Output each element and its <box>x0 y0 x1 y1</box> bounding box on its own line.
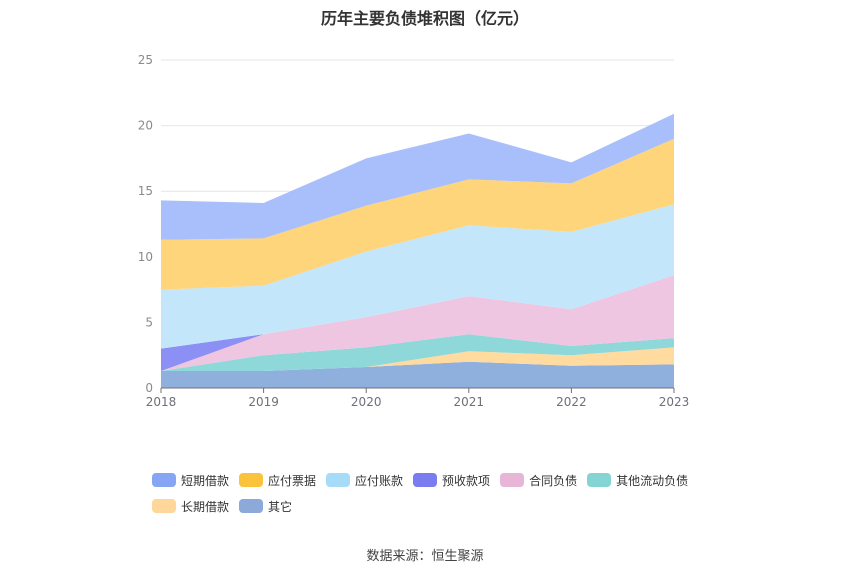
legend-item[interactable]: 长期借款 <box>152 498 229 514</box>
legend-swatch <box>239 499 264 513</box>
legend-item[interactable]: 应付账款 <box>326 472 403 488</box>
x-tick-label: 2020 <box>351 395 382 409</box>
legend: 短期借款 应付票据 应付账款 预收款项 合同负债 其他流动负债长期借款 其它 <box>152 472 712 524</box>
legend-label: 应付账款 <box>355 473 404 488</box>
legend-item[interactable]: 预收款项 <box>413 472 490 488</box>
y-tick-label: 25 <box>138 53 153 67</box>
x-tick-label: 2019 <box>248 395 279 409</box>
legend-item[interactable]: 其它 <box>239 498 292 514</box>
data-source: 数据来源：恒生聚源 <box>366 549 484 564</box>
legend-swatch <box>152 499 176 513</box>
legend-item[interactable]: 短期借款 <box>152 472 229 488</box>
legend-swatch <box>326 473 351 487</box>
legend-swatch <box>152 473 176 487</box>
x-tick-label: 2021 <box>454 395 485 409</box>
x-tick-label: 2018 <box>146 395 177 409</box>
area-短期借款[interactable] <box>161 113 674 240</box>
legend-label: 短期借款 <box>181 473 230 488</box>
y-tick-label: 5 <box>145 315 153 329</box>
legend-label: 其它 <box>268 499 293 514</box>
legend-item[interactable]: 合同负债 <box>500 472 577 488</box>
x-tick-label: 2022 <box>556 395 587 409</box>
legend-label: 预收款项 <box>442 473 491 488</box>
legend-label: 长期借款 <box>181 499 230 514</box>
area-应付票据[interactable] <box>161 138 674 290</box>
legend-swatch <box>500 473 525 487</box>
y-tick-label: 10 <box>138 250 153 264</box>
legend-item[interactable]: 其他流动负债 <box>587 472 688 488</box>
y-tick-label: 15 <box>138 184 153 198</box>
legend-label: 其他流动负债 <box>616 473 689 488</box>
legend-swatch <box>413 473 438 487</box>
legend-label: 应付票据 <box>268 473 317 488</box>
y-tick-label: 0 <box>145 381 153 395</box>
legend-swatch <box>587 473 612 487</box>
x-tick-label: 2023 <box>659 395 690 409</box>
area-其他流动负债[interactable] <box>161 334 674 371</box>
area-合同负债[interactable] <box>161 275 674 371</box>
legend-swatch <box>239 473 264 487</box>
area-长期借款[interactable] <box>161 347 674 371</box>
area-其它[interactable] <box>161 361 674 388</box>
y-tick-label: 20 <box>138 119 153 133</box>
chart-title: 历年主要负债堆积图（亿元） <box>320 9 529 28</box>
legend-label: 合同负债 <box>529 473 578 488</box>
legend-item[interactable]: 应付票据 <box>239 472 316 488</box>
area-应付账款[interactable] <box>161 204 674 349</box>
